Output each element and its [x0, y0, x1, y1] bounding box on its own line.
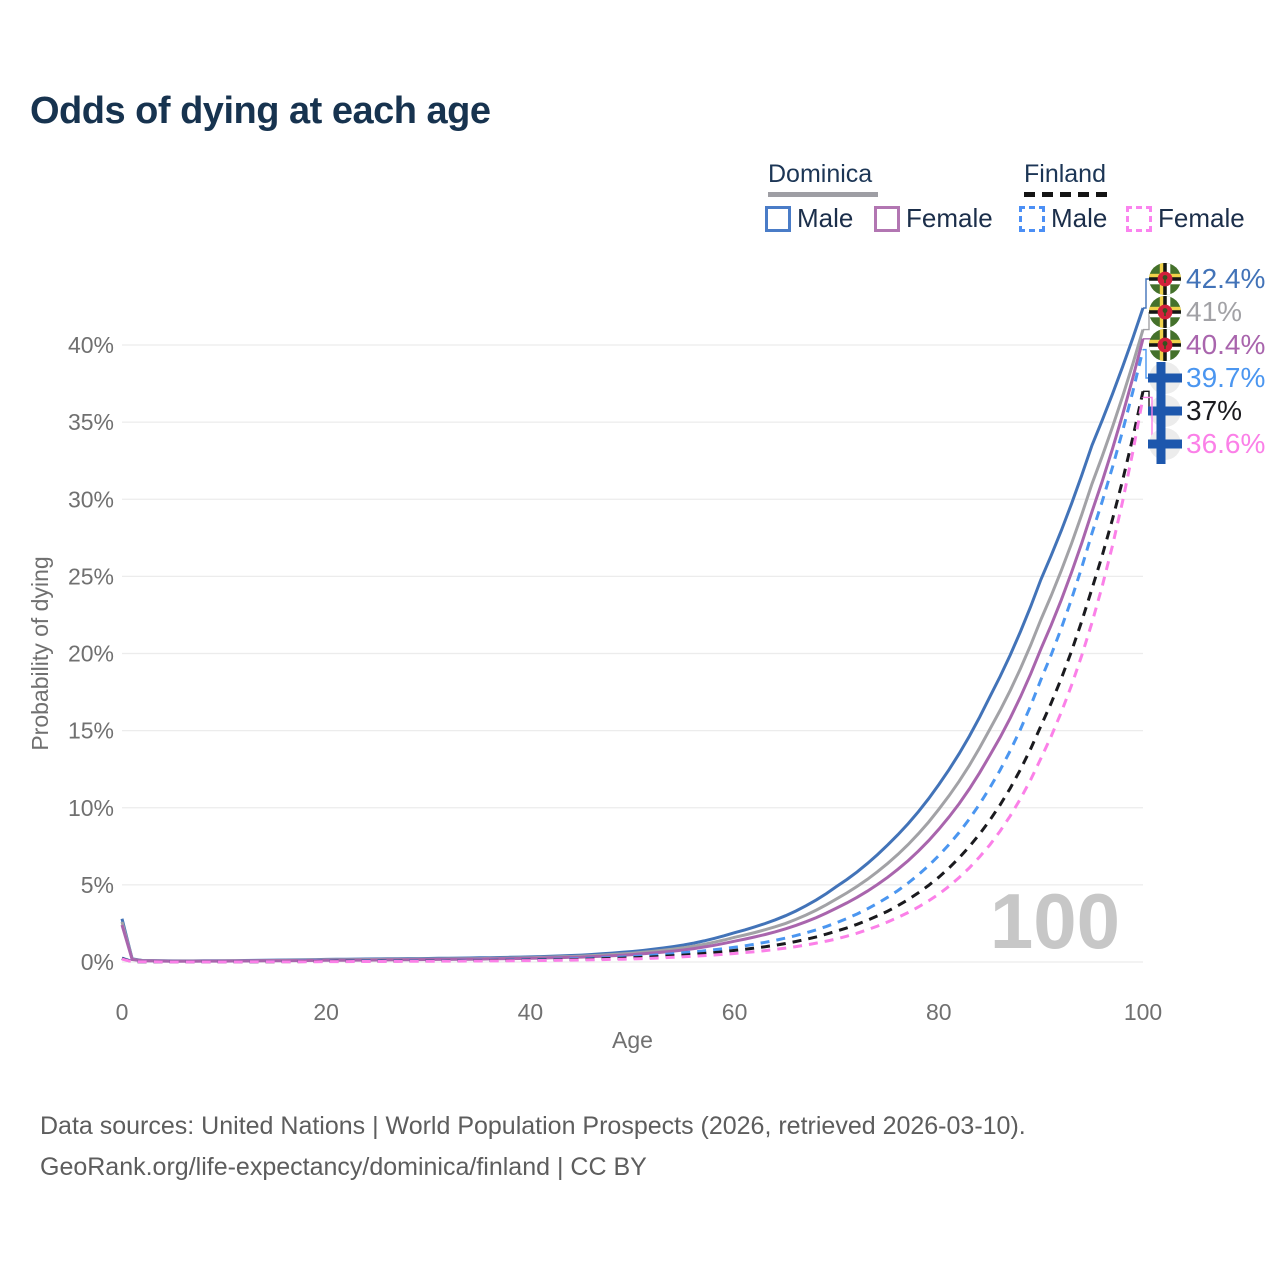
end-value-label: 39.7%	[1186, 362, 1265, 393]
y-tick-label: 25%	[68, 563, 114, 589]
end-value-label: 36.6%	[1186, 428, 1265, 459]
footer-data-sources: Data sources: United Nations | World Pop…	[40, 1112, 1026, 1140]
x-tick-label: 40	[518, 999, 544, 1025]
series-line-dominica-both-sexes[interactable]	[120, 329, 1145, 963]
legend-item-dominica-female[interactable]: Female	[874, 203, 993, 234]
x-tick-label: 0	[116, 999, 129, 1025]
legend-item-label: Female	[906, 203, 993, 233]
x-tick-label: 80	[926, 999, 952, 1025]
end-label-leader-line	[1143, 348, 1149, 379]
end-label-leader-line	[1143, 390, 1150, 411]
dominica-flag-icon	[1149, 296, 1181, 328]
y-tick-label: 15%	[68, 718, 114, 744]
end-value-label: 37%	[1186, 395, 1242, 426]
legend-group-dominica: Dominica	[768, 160, 878, 197]
series-line-finland-male[interactable]	[121, 349, 1145, 964]
y-tick-label: 40%	[68, 332, 114, 358]
dominica-female-swatch-icon[interactable]	[874, 205, 900, 232]
x-axis-title: Age	[612, 1027, 653, 1053]
legend-item-label: Female	[1158, 203, 1245, 233]
legend-item-dominica-male[interactable]: Male	[765, 203, 853, 234]
end-value-label: 42.4%	[1186, 263, 1265, 294]
age-watermark: 100	[990, 877, 1120, 965]
y-tick-label: 5%	[81, 872, 114, 898]
finland-female-swatch-icon[interactable]	[1126, 205, 1152, 232]
legend-group-finland: Finland	[1024, 160, 1110, 197]
x-tick-label: 20	[313, 999, 339, 1025]
y-tick-label: 0%	[81, 949, 114, 975]
footer-attribution: GeoRank.org/life-expectancy/dominica/fin…	[40, 1153, 647, 1181]
series-line-finland-both-sexes[interactable]	[121, 390, 1145, 964]
y-tick-label: 35%	[68, 409, 114, 435]
dominica-flag-icon	[1149, 329, 1181, 361]
finland-flag-icon	[1148, 362, 1182, 398]
y-tick-label: 20%	[68, 641, 114, 667]
dominica-flag-icon	[1149, 263, 1181, 295]
legend-finland-line-sample	[1024, 192, 1110, 197]
y-tick-label: 10%	[68, 795, 114, 821]
end-value-label: 41%	[1186, 296, 1242, 327]
legend-group-dominica-label: Dominica	[768, 160, 873, 188]
legend-dominica-line-sample	[768, 192, 878, 197]
y-tick-label: 30%	[68, 486, 114, 512]
finland-flag-icon	[1148, 395, 1182, 431]
page-title: Odds of dying at each age	[30, 90, 491, 132]
dominica-male-swatch-icon[interactable]	[765, 205, 791, 232]
finland-flag-icon	[1148, 428, 1182, 464]
finland-male-swatch-icon[interactable]	[1019, 205, 1045, 232]
end-value-label: 40.4%	[1186, 329, 1265, 360]
series-line-dominica-male[interactable]	[120, 307, 1145, 963]
legend-item-label: Male	[1051, 203, 1108, 233]
y-axis-title: Probability of dying	[27, 556, 53, 750]
legend-item-finland-female[interactable]: Female	[1126, 203, 1245, 234]
legend-group-finland-label: Finland	[1024, 160, 1106, 188]
x-tick-label: 100	[1124, 999, 1162, 1025]
series-line-dominica-female[interactable]	[120, 338, 1145, 963]
footer: Data sources: United Nations | World Pop…	[40, 1106, 1026, 1188]
legend-item-finland-male[interactable]: Male	[1019, 203, 1107, 234]
end-label-leader-line	[1143, 278, 1149, 309]
end-label-leader-line	[1143, 312, 1150, 331]
legend-item-label: Male	[797, 203, 854, 233]
x-tick-label: 60	[722, 999, 748, 1025]
